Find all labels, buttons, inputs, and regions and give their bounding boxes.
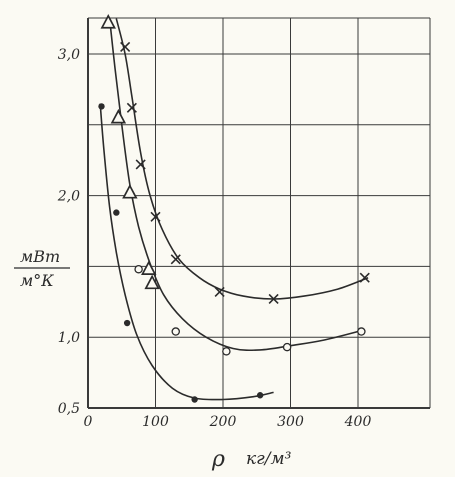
x-tick-label-100: 100 (142, 414, 169, 430)
fitted-curves (99, 18, 369, 401)
y-tick-label-2: 2,0 (57, 189, 80, 205)
tick-labels: 0 100 200 300 400 0,5 1,0 2,0 3,0 (57, 47, 372, 430)
point-circle-3 (282, 342, 292, 352)
point-x-0 (120, 41, 131, 52)
y-tick-label-3: 3,0 (58, 47, 80, 63)
point-dot-2 (123, 319, 131, 327)
point-x-2 (135, 159, 146, 170)
point-x-5 (214, 286, 225, 297)
point-dot-0 (98, 103, 105, 110)
point-triangle-4 (144, 274, 160, 290)
point-x-4 (170, 254, 181, 265)
y-axis-label-top: мВт (20, 247, 60, 266)
y-tick-label-1: 1,0 (58, 330, 80, 346)
point-triangle-2 (122, 183, 138, 199)
curve-dot (99, 103, 274, 401)
x-axis-label-units: кг/м³ (246, 449, 292, 469)
y-tick-label-0.5: 0,5 (58, 401, 80, 417)
point-triangle-0 (100, 14, 116, 29)
x-axis-label-rho: ρ (211, 447, 225, 472)
point-triangle-1 (110, 108, 127, 124)
point-circle-2 (222, 347, 231, 356)
point-triangle-3 (141, 260, 157, 275)
x-tick-label-400: 400 (344, 414, 372, 430)
grid (87, 17, 431, 409)
point-x-1 (126, 102, 137, 113)
data-markers (98, 14, 370, 403)
point-circle-0 (134, 264, 143, 274)
x-tick-label-300: 300 (277, 414, 304, 430)
point-circle-1 (171, 327, 180, 336)
point-x-3 (150, 211, 161, 222)
x-tick-label-200: 200 (209, 414, 237, 430)
y-axis-label-bottom: м°К (20, 271, 54, 290)
x-tick-label-0: 0 (84, 414, 93, 430)
point-dot-4 (256, 392, 264, 399)
point-dot-1 (113, 209, 120, 216)
point-circle-4 (357, 327, 366, 336)
point-x-7 (359, 272, 370, 283)
point-dot-3 (191, 396, 198, 403)
curve-x (115, 18, 369, 300)
point-x-6 (268, 293, 279, 305)
